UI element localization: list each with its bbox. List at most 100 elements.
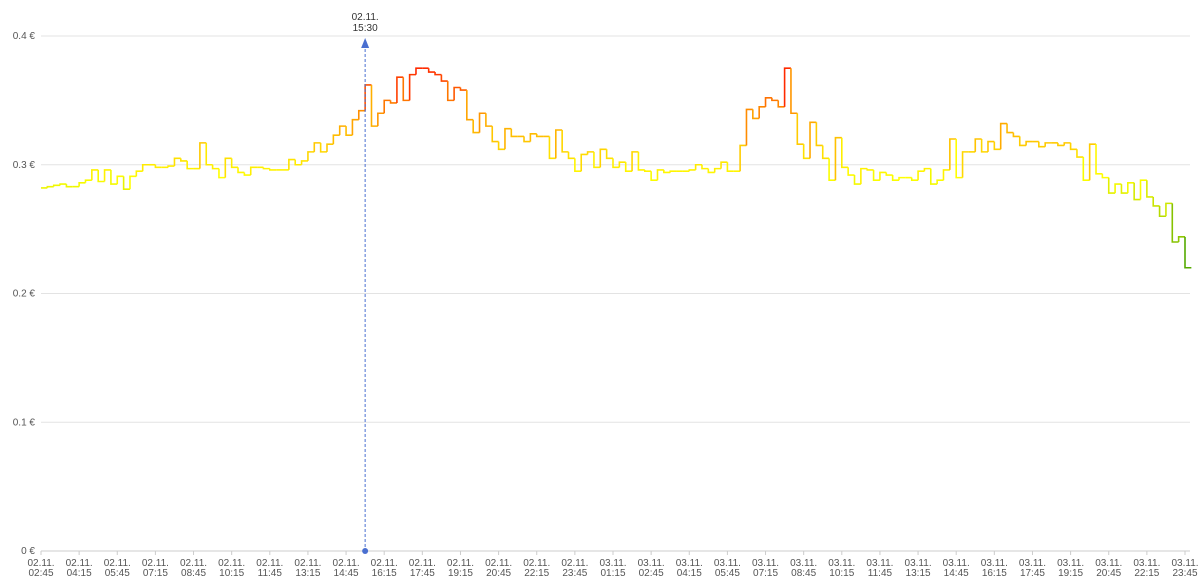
price-step: [758, 106, 766, 119]
price-step: [491, 126, 499, 143]
price-step: [777, 100, 785, 108]
price-step: [199, 142, 207, 169]
price-step: [650, 171, 658, 181]
price-step: [790, 68, 798, 115]
price-step: [224, 157, 232, 178]
price-step: [269, 168, 277, 171]
y-tick-label: 0.4 €: [13, 31, 36, 42]
price-step: [809, 121, 817, 159]
price-step: [1165, 202, 1173, 217]
price-step: [974, 138, 982, 152]
price-step: [669, 170, 677, 173]
x-tick-date: 02.11.: [294, 558, 321, 569]
price-step: [1171, 203, 1179, 243]
x-tick-time: 22:15: [524, 568, 549, 579]
price-step: [898, 176, 906, 181]
x-tick-date: 03.11.: [981, 558, 1008, 569]
x-tick-time: 10:15: [219, 568, 244, 579]
price-step: [466, 90, 474, 121]
price-step: [834, 136, 842, 181]
price-step: [745, 108, 753, 146]
x-tick-time: 05:45: [715, 568, 740, 579]
x-tick-date: 03.11.: [1171, 558, 1198, 569]
x-tick-date: 02.11.: [218, 558, 245, 569]
price-step: [879, 171, 887, 181]
price-step: [567, 151, 575, 160]
price-step: [637, 151, 645, 171]
price-step: [771, 97, 779, 102]
price-step: [999, 122, 1008, 150]
x-tick-date: 03.11.: [1095, 558, 1122, 569]
x-tick-time: 02:45: [639, 568, 664, 579]
price-step: [841, 137, 849, 169]
price-step: [720, 161, 728, 169]
x-tick-date: 02.11.: [485, 558, 512, 569]
price-step: [307, 151, 315, 161]
price-step: [529, 133, 537, 142]
x-tick-date: 02.11.: [256, 558, 283, 569]
y-tick-label: 0.2 €: [13, 289, 36, 300]
price-step: [415, 67, 423, 75]
price-step: [110, 169, 118, 185]
price-step: [663, 169, 671, 174]
price-step: [383, 99, 391, 114]
price-step: [46, 185, 54, 188]
price-step: [694, 163, 702, 170]
crosshair-arrow: [361, 38, 370, 48]
price-step: [357, 109, 366, 120]
price-step: [1127, 181, 1135, 194]
price-step: [1069, 142, 1077, 151]
price-step: [929, 168, 938, 185]
price-step: [504, 127, 512, 150]
x-tick-time: 20:45: [486, 568, 511, 579]
x-tick-date: 02.11.: [523, 558, 550, 569]
price-step: [326, 143, 334, 152]
price-step: [154, 164, 162, 169]
price-step: [726, 162, 734, 172]
x-tick-date: 03.11.: [790, 558, 817, 569]
price-step: [205, 142, 213, 166]
price-step: [701, 164, 709, 170]
price-step: [847, 167, 855, 176]
price-step: [364, 84, 372, 111]
price-step: [618, 161, 626, 168]
price-step: [980, 139, 988, 153]
x-tick-time: 11:45: [258, 568, 283, 579]
x-tick-time: 08:45: [181, 568, 206, 579]
y-tick-label: 0.1 €: [13, 417, 36, 428]
price-step: [961, 151, 969, 178]
price-step: [936, 179, 944, 185]
price-step: [59, 183, 67, 186]
price-step: [180, 158, 188, 162]
price-step: [1184, 236, 1192, 269]
x-tick-date: 03.11.: [714, 558, 741, 569]
price-step: [1107, 177, 1116, 194]
price-step: [427, 68, 436, 73]
x-tick-date: 03.11.: [638, 558, 665, 569]
price-step: [84, 179, 92, 183]
price-step: [1088, 143, 1097, 181]
price-step: [129, 175, 137, 190]
price-step: [485, 113, 493, 127]
price-step: [949, 138, 957, 170]
price-step: [605, 149, 613, 160]
price-step: [91, 169, 99, 181]
price-step: [910, 177, 919, 181]
price-step: [116, 175, 124, 185]
price-step: [764, 97, 772, 107]
price-step: [1057, 142, 1065, 147]
price-step: [688, 169, 696, 172]
y-tick-label: 0.3 €: [13, 160, 36, 171]
price-step: [97, 169, 105, 183]
price-step: [1152, 196, 1160, 207]
x-tick-date: 03.11.: [1133, 558, 1160, 569]
price-step: [478, 112, 486, 133]
price-step: [78, 181, 86, 187]
x-tick-time: 05:45: [105, 568, 130, 579]
price-step: [1114, 183, 1122, 194]
price-step: [860, 167, 868, 185]
price-step: [230, 158, 239, 169]
price-step: [1063, 142, 1071, 146]
price-step: [872, 169, 880, 181]
